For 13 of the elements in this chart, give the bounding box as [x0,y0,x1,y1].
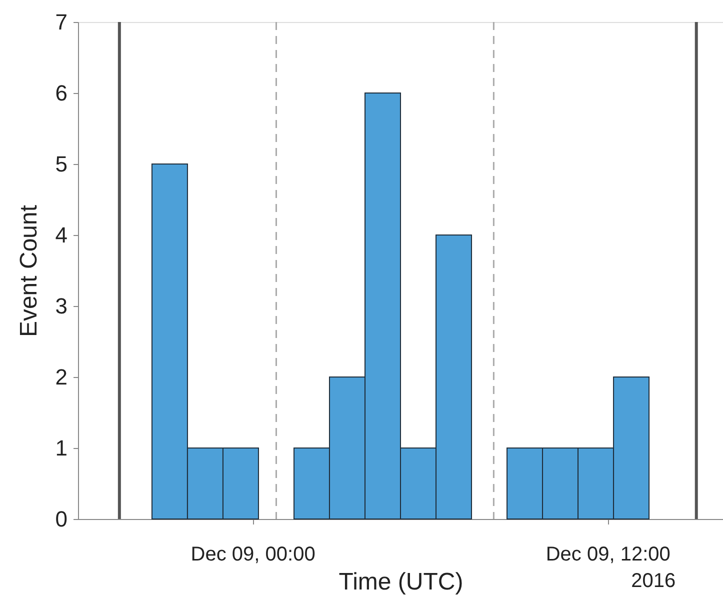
y-tick-label: 3 [55,294,68,318]
y-axis-title: Event Count [15,204,42,338]
x-axis-title: Time (UTC) [338,568,464,596]
x-tick-label: Dec 09, 00:00 [190,544,316,566]
y-tick-label: 1 [55,436,68,460]
y-tick-label: 5 [55,152,68,176]
y-tick-label: 0 [55,506,68,532]
y-tick-label: 6 [55,80,68,106]
y-tick-label: 4 [55,222,68,248]
text: 2016 [631,570,676,592]
x-tick-label: Dec 09, 12:00 [546,544,670,566]
y-tick-label: 7 [55,10,68,34]
y-tick-label: 2 [55,364,68,390]
